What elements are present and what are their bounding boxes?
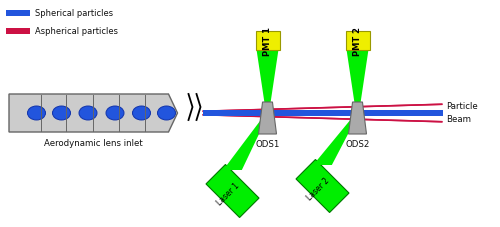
- Text: Particle: Particle: [446, 102, 478, 111]
- Polygon shape: [346, 50, 368, 114]
- Text: Laser 2: Laser 2: [305, 176, 331, 202]
- Bar: [206, 165, 259, 217]
- Ellipse shape: [132, 106, 150, 121]
- Polygon shape: [202, 104, 442, 113]
- Text: Beam: Beam: [446, 114, 471, 123]
- Polygon shape: [256, 50, 278, 114]
- Text: Aerodynamic lens inlet: Aerodynamic lens inlet: [44, 139, 142, 148]
- Ellipse shape: [79, 106, 97, 121]
- Ellipse shape: [106, 106, 124, 121]
- Polygon shape: [202, 114, 442, 123]
- Text: PMT 2: PMT 2: [353, 26, 362, 55]
- FancyBboxPatch shape: [6, 29, 30, 35]
- Text: ODS2: ODS2: [346, 139, 370, 148]
- Text: Spherical particles: Spherical particles: [35, 10, 113, 18]
- Bar: [296, 160, 349, 212]
- Ellipse shape: [28, 106, 46, 121]
- Polygon shape: [223, 114, 269, 170]
- Text: PMT 1: PMT 1: [263, 26, 272, 55]
- Polygon shape: [258, 103, 276, 134]
- Polygon shape: [9, 95, 177, 132]
- Ellipse shape: [52, 106, 70, 121]
- Text: Laser 1: Laser 1: [215, 181, 241, 207]
- Polygon shape: [348, 103, 366, 134]
- Ellipse shape: [158, 106, 176, 121]
- Text: ODS1: ODS1: [256, 139, 280, 148]
- FancyBboxPatch shape: [6, 11, 30, 17]
- Polygon shape: [313, 114, 359, 165]
- Text: Aspherical particles: Aspherical particles: [35, 27, 118, 36]
- FancyBboxPatch shape: [346, 31, 370, 50]
- FancyBboxPatch shape: [256, 31, 280, 50]
